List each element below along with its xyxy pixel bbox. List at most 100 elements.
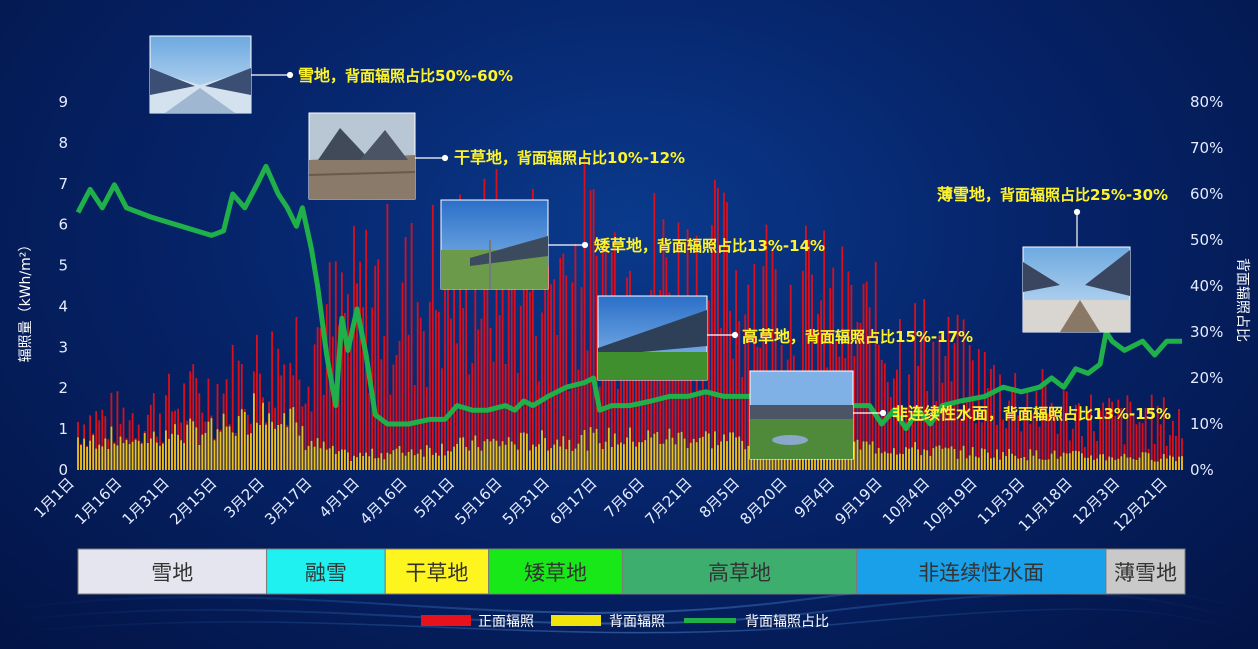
front-bar [313,344,316,470]
front-bar [425,386,428,470]
front-bar [1096,441,1099,470]
x-tick-label: 1月16日 [71,474,125,528]
front-bar [295,317,298,470]
front-bar [435,309,437,470]
rear-bar [974,456,977,470]
rear-bar [250,433,252,470]
legend-label-front: 正面辐照 [478,614,534,630]
front-bar [996,424,998,470]
x-tick-label: 4月1日 [315,474,362,521]
front-bar [277,348,280,470]
front-bar [668,292,671,470]
rear-bar [322,441,325,470]
front-bar [598,386,601,470]
front-bar [486,208,489,470]
rear-bar [723,434,725,470]
rear-bar [162,443,164,470]
front-bar [1105,407,1108,470]
rear-bar [77,437,79,470]
rear-bar [492,438,495,470]
front-bar [453,231,456,470]
rear-bar [1044,459,1047,470]
rear-bar [583,430,586,470]
rear-bar [107,449,110,470]
rear-bar [243,412,246,470]
rear-bar [231,432,234,470]
front-bar [95,411,98,470]
rear-bar [874,453,877,470]
front-bar [544,203,547,470]
front-bar [920,335,923,470]
front-bar [431,204,434,470]
front-bar [944,356,947,470]
front-bar [519,305,522,470]
rear-bar [298,435,301,470]
front-bar [635,374,638,470]
front-bar [356,283,358,470]
left-axis-label: 辐照量（kWh/m²） [18,238,34,363]
front-bar [1162,397,1165,470]
rear-bar [307,445,310,470]
rear-bar [811,453,813,470]
front-bar [977,349,980,470]
left-tick-label: 6 [58,216,68,234]
front-bar [259,373,261,470]
front-bar [926,391,929,470]
x-tick-label: 1月31日 [119,474,173,528]
rear-bar [1150,459,1153,470]
rear-bar [886,453,889,470]
rear-bar [789,450,792,470]
front-bar [1032,414,1035,470]
rear-bar [341,449,343,470]
rear-bar [507,437,510,470]
front-bar [762,266,765,470]
rear-bar [1005,456,1008,470]
front-bar [495,169,498,470]
rear-bar [1081,453,1083,470]
rear-bar [289,408,292,470]
rear-bar [1141,452,1144,470]
front-bar [644,370,647,470]
rear-bar [877,447,880,470]
front-bar [450,318,452,470]
rear-bar [632,441,634,470]
rear-bar [1159,458,1162,470]
rear-bar [747,445,750,470]
rear-bar [522,432,525,470]
rear-bar [947,448,950,470]
front-bar [1041,369,1044,470]
rear-bar [1071,451,1074,470]
rear-bar [1120,456,1123,470]
rear-bar [532,444,534,470]
front-bar [941,382,944,470]
front-bar [1159,424,1162,470]
front-bar [374,265,377,470]
front-bar [717,187,719,470]
front-bar [741,377,744,470]
front-bar [395,355,398,470]
front-bar [474,258,477,470]
rear-bar [171,433,173,470]
photo-thin-snow [1022,246,1131,333]
rear-bar [1065,453,1068,470]
front-bar [216,383,219,470]
rear-bar [896,454,898,470]
rear-bar [1032,455,1035,470]
rear-bar [932,448,935,470]
front-bar [459,194,462,470]
rear-bar [859,449,862,470]
rear-bar [195,427,198,470]
front-bar [692,396,695,470]
rear-bar [198,445,201,470]
rear-bar [544,438,547,470]
rear-bar [1153,461,1156,470]
rear-bar [586,450,589,470]
front-bar [438,311,440,470]
front-bar [231,344,234,470]
front-bar [938,335,941,470]
right-tick-label: 20% [1190,369,1223,387]
front-bar [1181,438,1183,470]
front-bar [522,219,525,470]
front-bar [974,423,977,470]
rear-bar [1023,457,1026,470]
